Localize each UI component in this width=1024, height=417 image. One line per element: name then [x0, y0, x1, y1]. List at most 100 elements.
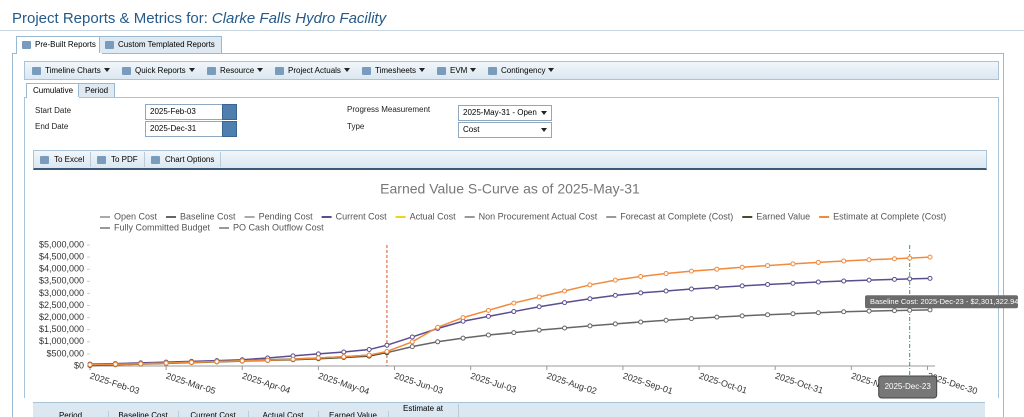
menu-button[interactable]: Contingency [484, 63, 555, 78]
point [927, 254, 933, 260]
point [409, 334, 415, 340]
panel [12, 53, 1004, 417]
x-tick-label: 2025-Jun-03 [393, 371, 444, 396]
point [907, 276, 913, 282]
menu-button[interactable]: Project Actuals [271, 63, 350, 78]
point [815, 310, 821, 316]
chart-title: Earned Value S-Curve as of 2025-May-31 [380, 181, 640, 197]
calendar-button[interactable] [222, 104, 237, 120]
action-button[interactable]: To Excel [34, 152, 92, 167]
point [739, 264, 745, 270]
point [688, 316, 694, 322]
calendar-button[interactable] [222, 121, 237, 137]
point [739, 313, 745, 319]
x-tick-label: 2025-Apr-04 [241, 371, 292, 396]
point [612, 277, 618, 283]
point [366, 352, 372, 358]
column-header[interactable]: Estimate at [388, 404, 459, 417]
column-header[interactable]: Current Cost [178, 411, 249, 417]
point [384, 342, 390, 348]
menu-button[interactable]: Timesheets [358, 63, 426, 78]
field-label: Progress Measurement [347, 105, 431, 114]
x-tick-label: 2025-Mar-05 [165, 371, 217, 396]
menu-label: Project Actuals [288, 66, 341, 75]
column-header[interactable]: Actual Cost [248, 411, 319, 417]
select-value: 2025-May-31 - Open [463, 108, 537, 117]
point [714, 266, 720, 272]
point [435, 339, 441, 345]
point [587, 323, 593, 329]
x-tick-label: 2025-Feb-03 [89, 371, 141, 396]
column-header[interactable]: Period [33, 411, 109, 417]
point [612, 292, 618, 298]
point [891, 308, 897, 314]
series-line [89, 256, 931, 366]
x-tick-label: 2025-May-04 [317, 371, 371, 397]
select[interactable]: Cost [458, 122, 552, 138]
point [460, 315, 466, 321]
select[interactable]: 2025-May-31 - Open [458, 105, 552, 121]
menu-label: Timesheets [375, 66, 417, 75]
point [841, 278, 847, 284]
point [536, 327, 542, 333]
point [638, 290, 644, 296]
point [366, 347, 372, 353]
y-tick-label: $2,000,000 [39, 312, 84, 322]
point [815, 279, 821, 285]
menu-button[interactable]: EVM [433, 63, 477, 78]
point [927, 307, 933, 313]
point [511, 330, 517, 336]
toolbar [24, 61, 999, 80]
divider [0, 30, 1024, 31]
point [112, 361, 118, 367]
point [790, 261, 796, 267]
y-tick-label: $1,500,000 [39, 324, 84, 334]
point [907, 255, 913, 261]
legend-label: PO Cash Outflow Cost [233, 222, 324, 232]
point [663, 288, 669, 294]
point [765, 263, 771, 269]
point [536, 294, 542, 300]
menu-button[interactable]: Quick Reports [118, 63, 195, 78]
legend-label: Non Procurement Actual Cost [479, 211, 598, 221]
point [138, 361, 144, 367]
tooltip-box [865, 295, 1018, 309]
date-input[interactable]: 2025-Feb-03 [145, 104, 223, 120]
point [714, 284, 720, 290]
point [511, 309, 517, 315]
point [341, 354, 347, 360]
y-tick-label: $4,000,000 [39, 264, 84, 274]
tooltip-text: Baseline Cost: 2025-Dec-23 - $2,301,322.… [870, 297, 1018, 306]
point [688, 286, 694, 292]
point [384, 348, 390, 354]
tab[interactable]: Custom Templated Reports [99, 36, 222, 53]
menu-button[interactable]: Timeline Charts [28, 63, 110, 78]
column-header[interactable]: Earned Value [318, 411, 389, 417]
point [460, 335, 466, 341]
menu-label: Contingency [501, 66, 546, 75]
point [485, 313, 491, 319]
x-tick-label: 2025-Oct-01 [698, 371, 749, 396]
point [409, 344, 415, 350]
point [907, 307, 913, 313]
point [265, 357, 271, 363]
title-text: Project Reports & Metrics for: [12, 10, 208, 27]
point [714, 314, 720, 320]
point [315, 351, 321, 357]
action-button[interactable]: Chart Options [145, 152, 222, 167]
menu-button[interactable]: Resource [203, 63, 264, 78]
action-button[interactable]: To PDF [91, 152, 145, 167]
point [891, 276, 897, 282]
subtab[interactable]: Period [78, 83, 116, 97]
series-line [89, 277, 931, 365]
field-label: Type [347, 122, 365, 131]
y-tick-label: $5,000,000 [39, 239, 84, 249]
x-tick-label: 2025-Jul-03 [469, 371, 517, 395]
point [587, 282, 593, 288]
column-header[interactable]: Baseline Cost [108, 411, 179, 417]
point [587, 296, 593, 302]
point [562, 288, 568, 294]
point [485, 332, 491, 338]
y-tick-label: $3,000,000 [39, 288, 84, 298]
